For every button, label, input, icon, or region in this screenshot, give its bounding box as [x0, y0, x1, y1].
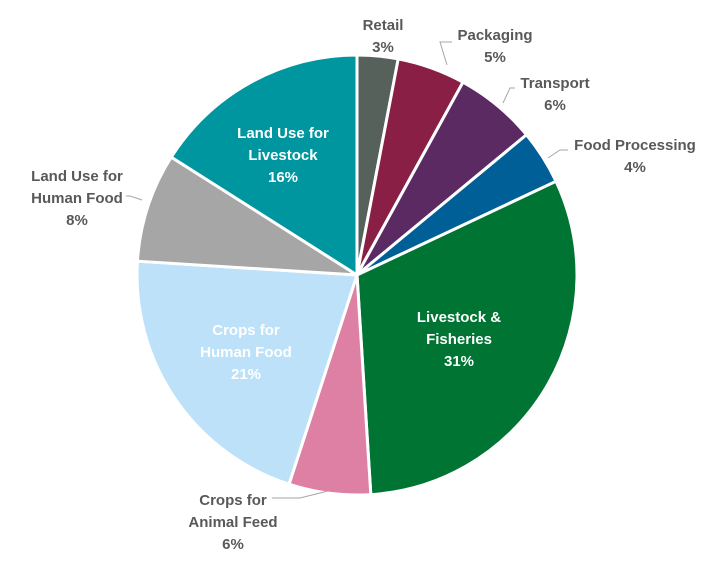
slice-value-label: 31%	[444, 353, 474, 370]
slice-value-label: 6%	[222, 536, 244, 553]
slice-name-label: Crops for	[212, 322, 280, 339]
slice-value-label: 5%	[484, 49, 506, 66]
slice-value-label: 21%	[231, 366, 261, 383]
slice-value-label: 6%	[544, 97, 566, 114]
slice-label-crops-for-human-food: Crops for Human Food 21%	[200, 322, 292, 383]
slice-label-crops-for-animal-feed: Crops for Animal Feed 6%	[188, 492, 277, 553]
slice-label-food-processing: Food Processing 4%	[574, 137, 696, 176]
slice-name-label: Land Use for	[31, 168, 123, 185]
pie-slice-livestock-and-fisheries	[355, 179, 579, 497]
leader-line-land-use-for-human-food	[126, 195, 143, 201]
slice-label-transport: Transport 6%	[520, 75, 589, 114]
slice-name-label: Livestock &	[417, 309, 501, 326]
slice-name-label: Animal Feed	[188, 514, 277, 531]
slice-label-packaging: Packaging 5%	[457, 27, 532, 66]
slice-name-label: Crops for	[199, 492, 267, 509]
slice-value-label: 3%	[372, 39, 394, 56]
slice-label-land-use-for-livestock: Land Use for Livestock 16%	[237, 125, 329, 186]
slice-label-livestock-and-fisheries: Livestock & Fisheries 31%	[417, 309, 501, 370]
leader-line-packaging	[439, 41, 452, 66]
slice-name-label: Food Processing	[574, 137, 696, 154]
slice-value-label: 4%	[624, 159, 646, 176]
leader-line-food-processing	[547, 149, 568, 159]
slice-name-label: Packaging	[457, 27, 532, 44]
leader-lines	[126, 41, 568, 499]
slice-value-label: 16%	[268, 169, 298, 186]
slice-name-label: Human Food	[200, 344, 292, 361]
slice-labels: Retail 3% Packaging 5% Transport 6% Food Proce…	[31, 17, 696, 553]
slice-name-label: Retail	[363, 17, 404, 34]
slice-label-retail: Retail 3%	[363, 17, 404, 56]
slice-label-land-use-for-human-food: Land Use for Human Food 8%	[31, 168, 123, 229]
slice-name-label: Transport	[520, 75, 589, 92]
leader-line-transport	[502, 87, 515, 104]
pie-slice-land-use-for-human-food	[135, 155, 359, 277]
slice-name-label: Livestock	[248, 147, 318, 164]
pie-slice-land-use-for-livestock	[169, 53, 359, 277]
slice-name-label: Fisheries	[426, 331, 492, 348]
slice-name-label: Human Food	[31, 190, 123, 207]
pie-slice-crops-for-human-food	[135, 259, 359, 486]
leader-line-crops-for-animal-feed	[272, 490, 329, 499]
slice-value-label: 8%	[66, 212, 88, 229]
pie-slices	[135, 53, 579, 497]
slice-name-label: Land Use for	[237, 125, 329, 142]
